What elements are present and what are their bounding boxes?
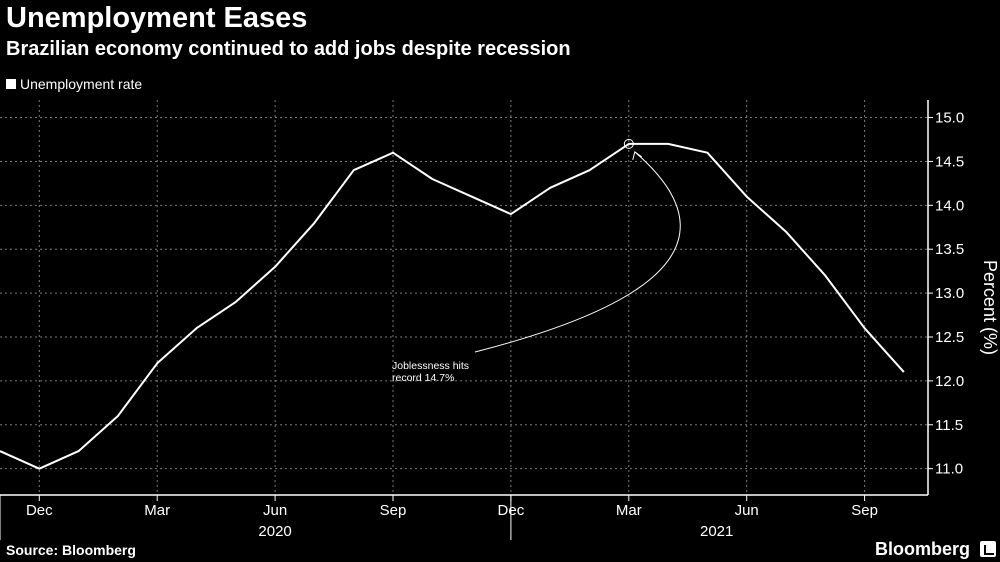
y-tick-label: 12.5: [935, 329, 964, 346]
x-tick-label: Mar: [144, 502, 170, 519]
y-axis-title: Percent (%): [980, 260, 1000, 355]
y-tick-label: 15.0: [935, 110, 964, 127]
x-tick-label: Dec: [26, 502, 53, 519]
y-tick-label: 13.0: [935, 285, 964, 302]
annotation-arrow: [474, 151, 681, 353]
y-tick-label: 14.5: [935, 153, 964, 170]
y-tick-label: 14.0: [935, 197, 964, 214]
y-tick-label: 12.0: [935, 373, 964, 390]
x-tick-label: Sep: [851, 502, 878, 519]
legend-label: Unemployment rate: [20, 76, 143, 92]
brand-logo-text: Bloomberg: [874, 539, 970, 559]
annotation-text: record 14.7%: [392, 372, 454, 384]
x-year-label: 2020: [258, 523, 291, 540]
x-tick-label: Jun: [263, 502, 287, 519]
chart-title: Unemployment Eases: [6, 2, 308, 34]
record-marker: [623, 138, 634, 149]
y-tick-label: 11.0: [935, 461, 963, 478]
y-tick-label: 11.5: [935, 417, 963, 434]
legend: Unemployment rate: [6, 76, 142, 92]
series-line-unemployment-rate: [0, 142, 905, 470]
x-tick-label: Mar: [616, 502, 642, 519]
annotation-text: Joblessness hits: [392, 360, 469, 372]
x-year-label: 2021: [700, 523, 733, 540]
x-tick-label: Jun: [735, 502, 759, 519]
y-tick-label: 13.5: [935, 241, 964, 258]
annotation-arrowhead: [632, 151, 643, 161]
source-note: Source: Bloomberg: [6, 542, 136, 558]
legend-swatch: [6, 79, 16, 89]
chart-subtitle: Brazilian economy continued to add jobs …: [6, 38, 571, 60]
bloomberg-chart-icon: [980, 541, 996, 557]
x-tick-label: Sep: [380, 502, 407, 519]
